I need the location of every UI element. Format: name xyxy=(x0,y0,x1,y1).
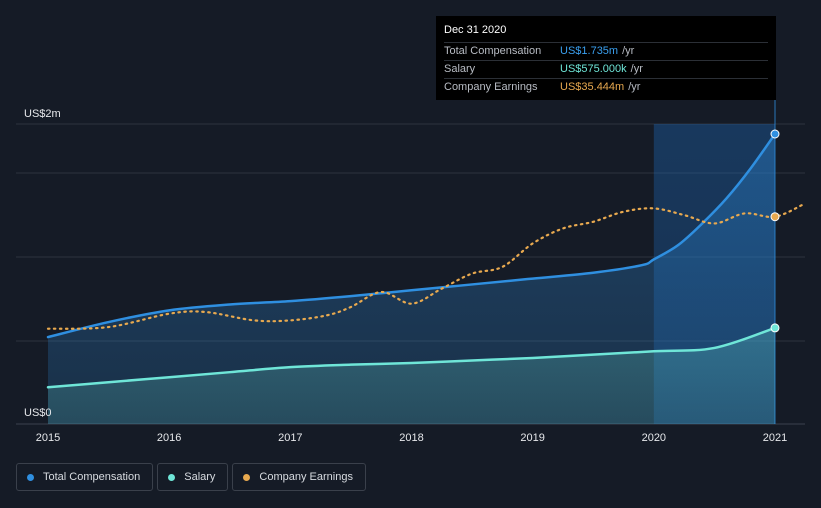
tooltip-row-total: Total Compensation US$1.735m /yr xyxy=(444,42,768,60)
total-compensation-area xyxy=(48,134,775,424)
legend-label: Total Compensation xyxy=(43,471,141,483)
tooltip-label: Company Earnings xyxy=(444,81,538,93)
x-tick-label: 2016 xyxy=(157,432,181,444)
company-earnings-line xyxy=(46,202,807,330)
legend-salary[interactable]: Salary xyxy=(157,463,229,491)
area-fills xyxy=(48,134,775,424)
chart-legend: Total Compensation Salary Company Earnin… xyxy=(16,463,366,491)
tooltip-value: US$1.735m xyxy=(560,45,619,57)
y-tick-label: US$2m xyxy=(24,108,61,120)
legend-dot-icon xyxy=(27,473,34,481)
end-points xyxy=(770,129,780,333)
total-compensation-line xyxy=(46,132,777,339)
tooltip-row-earnings: Company Earnings US$35.444m /yr xyxy=(444,78,768,96)
data-tooltip: Dec 31 2020 Total Compensation US$1.735m… xyxy=(436,16,776,100)
tooltip-date: Dec 31 2020 xyxy=(444,24,507,36)
legend-label: Company Earnings xyxy=(259,471,353,483)
axis-labels: 2015 2016 2017 2018 2019 2020 2021 US$2m US$0 xyxy=(24,108,787,444)
legend-dot-icon xyxy=(243,473,251,481)
salary-line xyxy=(46,326,777,389)
tooltip-unit: /yr xyxy=(622,45,635,57)
legend-label: Salary xyxy=(184,471,216,483)
tooltip-value: US$575.000k xyxy=(560,63,627,75)
total-compensation-point xyxy=(770,129,780,139)
x-tick-label: 2015 xyxy=(36,432,60,444)
legend-dot-icon xyxy=(168,473,176,481)
x-tick-label: 2021 xyxy=(763,432,787,444)
tooltip-row-salary: Salary US$575.000k /yr xyxy=(444,60,768,78)
x-tick-label: 2018 xyxy=(399,432,423,444)
company-earnings-point xyxy=(770,212,780,222)
tooltip-unit: /yr xyxy=(628,81,641,93)
tooltip-label: Salary xyxy=(444,63,476,75)
y-tick-label: US$0 xyxy=(24,407,52,419)
legend-company-earnings[interactable]: Company Earnings xyxy=(232,463,366,491)
salary-point xyxy=(770,323,780,333)
x-tick-label: 2017 xyxy=(278,432,302,444)
series-lines xyxy=(46,132,807,389)
x-tick-label: 2020 xyxy=(642,432,666,444)
x-tick-label: 2019 xyxy=(520,432,544,444)
tooltip-unit: /yr xyxy=(630,63,643,75)
tooltip-label: Total Compensation xyxy=(444,45,542,57)
tooltip-value: US$35.444m xyxy=(560,81,625,93)
legend-total-compensation[interactable]: Total Compensation xyxy=(16,463,154,491)
salary-area xyxy=(48,327,775,424)
